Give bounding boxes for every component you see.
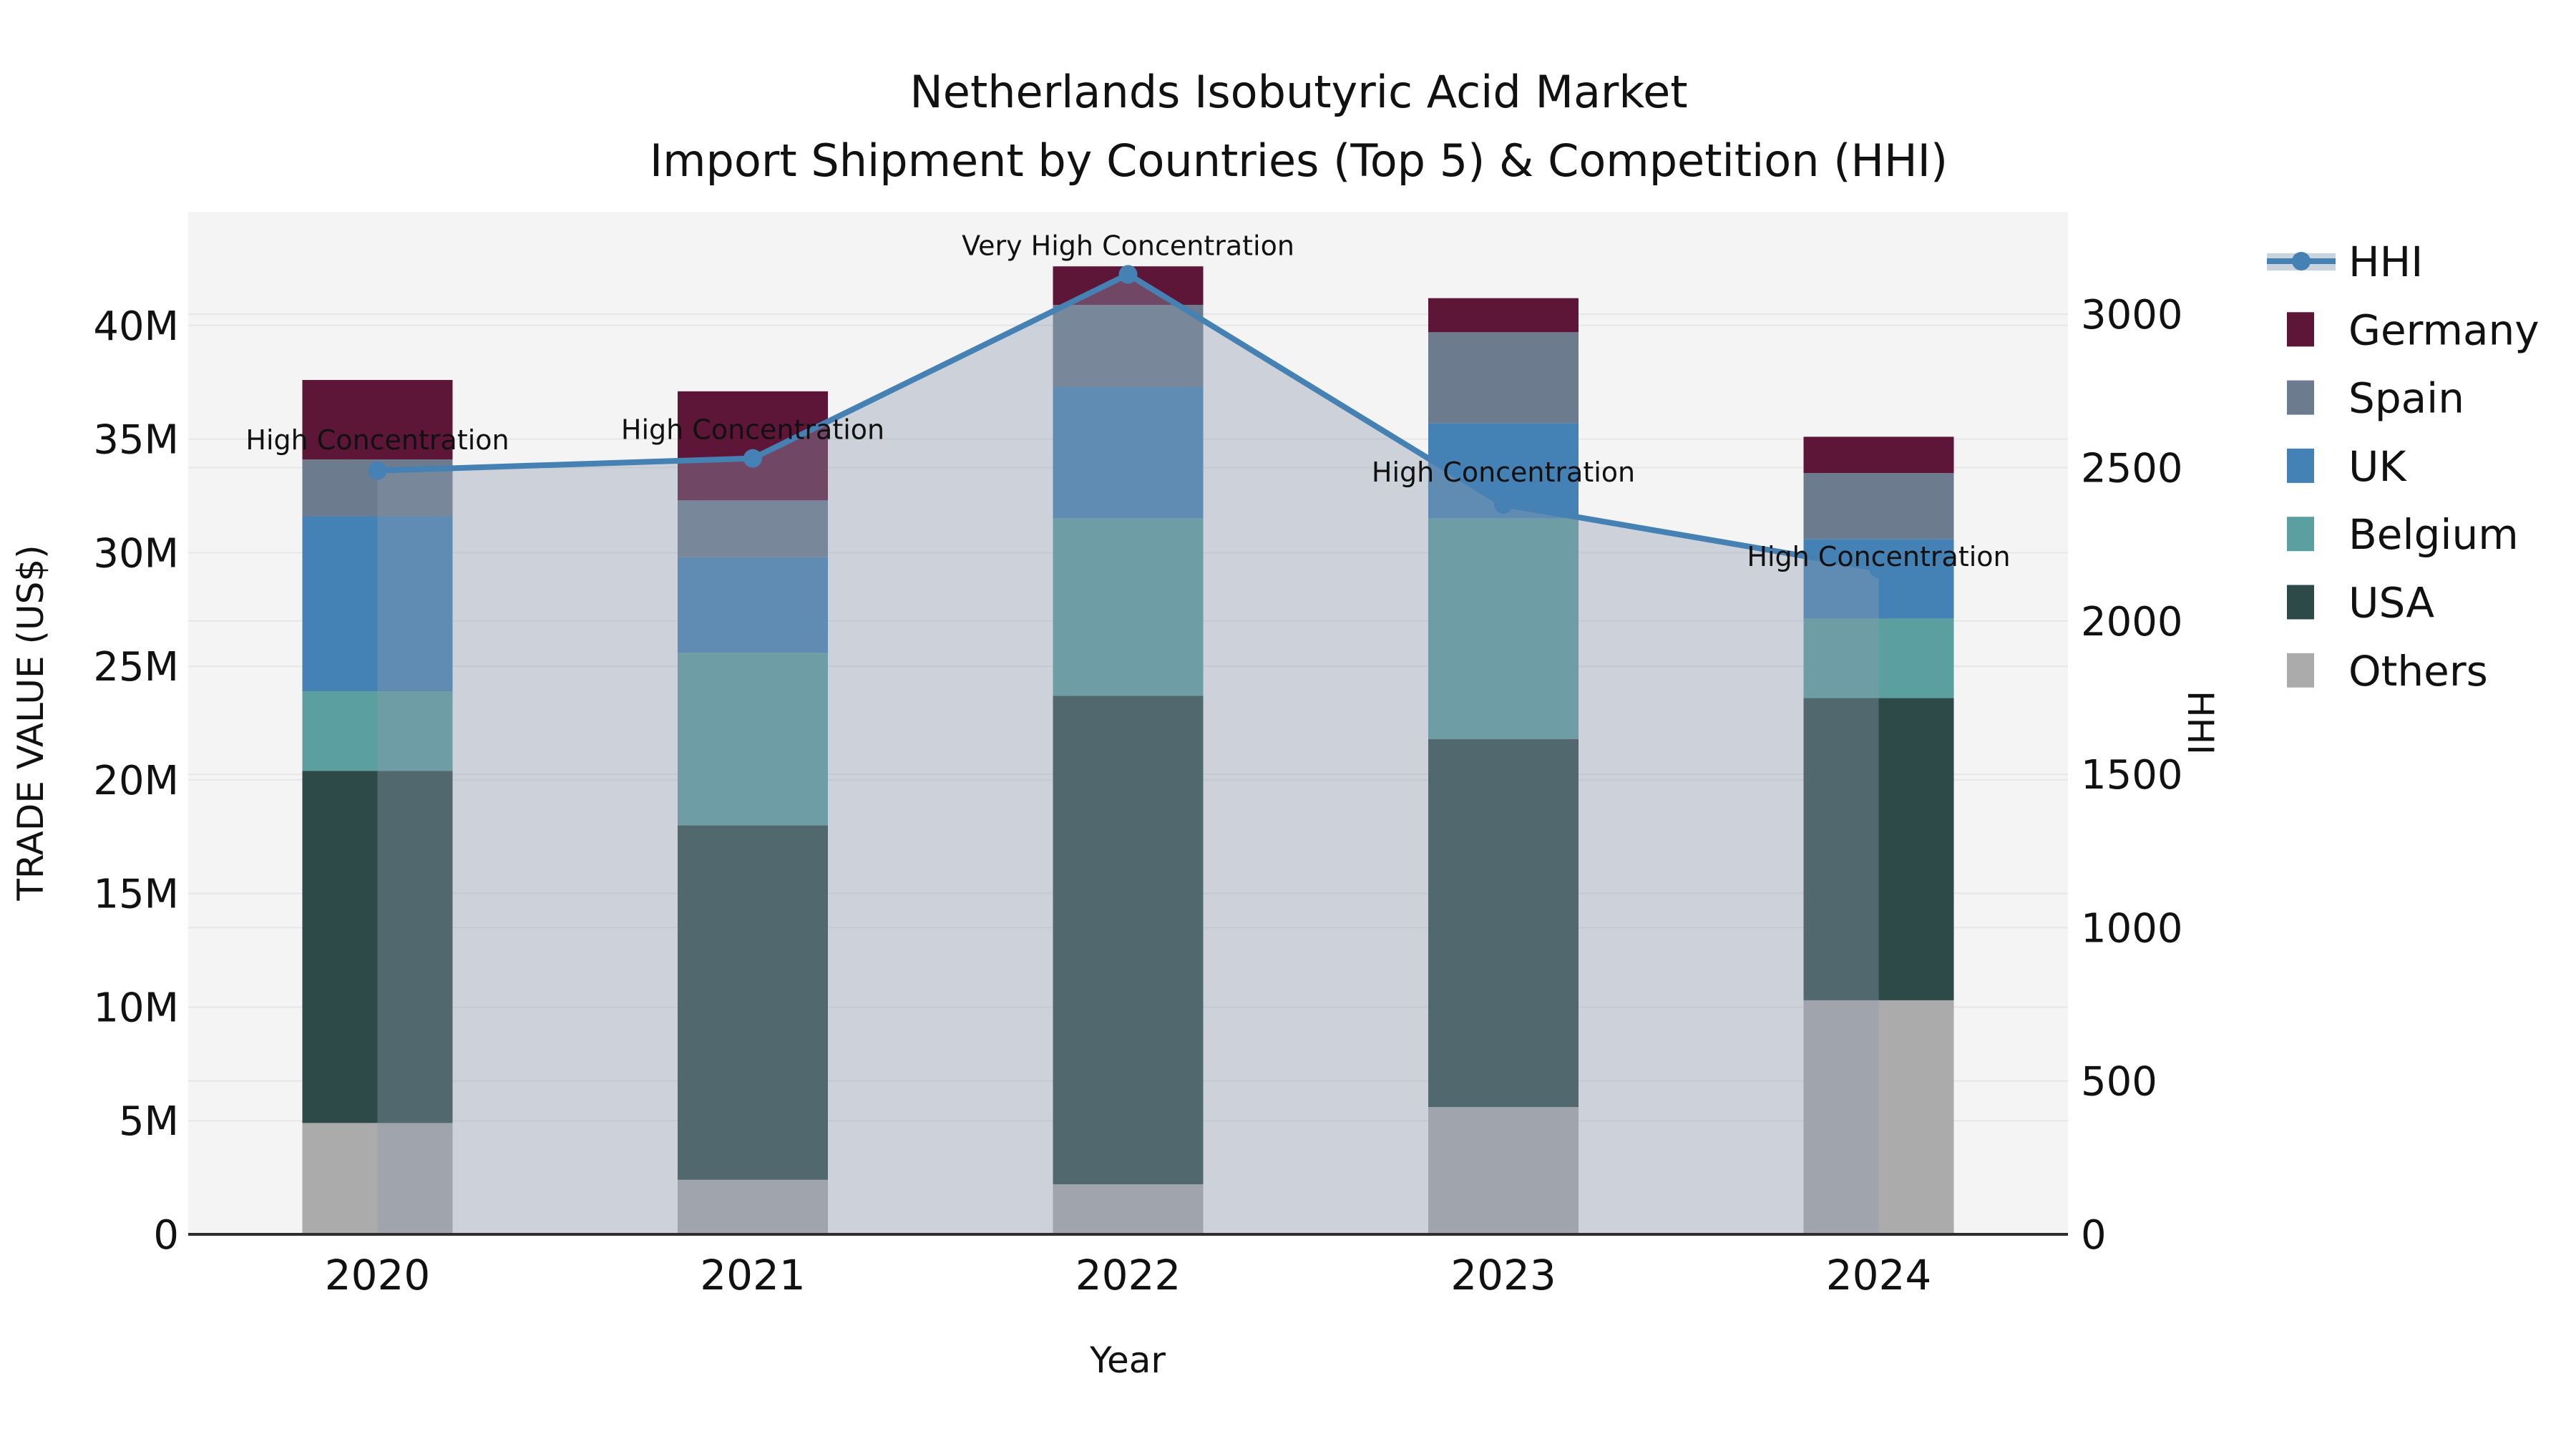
legend-item-germany: Germany xyxy=(2287,306,2540,354)
legend-item-spain: Spain xyxy=(2287,374,2464,423)
legend-label-spain: Spain xyxy=(2348,374,2464,423)
legend-color-swatch-usa xyxy=(2287,585,2314,620)
left-tick-label: 30M xyxy=(93,530,179,577)
bar-segment-germany-2023 xyxy=(1428,298,1579,333)
bar-segment-spain-2023 xyxy=(1428,332,1579,424)
hhi-annotation-2023: High Concentration xyxy=(1372,457,1635,488)
hhi-annotation-2024: High Concentration xyxy=(1747,541,2010,572)
left-tick-label: 5M xyxy=(119,1098,179,1145)
bar-segment-uk-2020 xyxy=(302,516,453,692)
legend-color-swatch-others xyxy=(2287,653,2314,688)
hhi-marker-2023 xyxy=(1494,494,1513,514)
right-tick-label: 2000 xyxy=(2081,599,2183,645)
legend-color-swatch-spain xyxy=(2287,380,2314,415)
right-tick-label: 1500 xyxy=(2081,752,2183,799)
hhi-marker-2021 xyxy=(743,449,762,468)
x-axis-title: Year xyxy=(1089,1340,1166,1381)
left-tick-label: 35M xyxy=(93,417,179,464)
legend-hhi-marker xyxy=(2292,252,2311,270)
bar-segment-others-2020 xyxy=(302,1123,453,1234)
hhi-annotation-2021: High Concentration xyxy=(621,414,884,446)
bar-segment-belgium-2020 xyxy=(302,691,453,771)
hhi-marker-2020 xyxy=(368,461,387,480)
bar-segment-usa-2021 xyxy=(678,825,828,1180)
y-axis-title-right: HHI xyxy=(2180,691,2221,755)
bar-segment-others-2023 xyxy=(1428,1107,1579,1234)
legend-color-swatch-uk xyxy=(2287,448,2314,483)
left-tick-label: 40M xyxy=(93,303,179,350)
legend-item-hhi: HHI xyxy=(2267,238,2423,286)
right-tick-label: 2500 xyxy=(2081,445,2183,492)
hhi-line-group xyxy=(368,265,1888,578)
right-tick-label: 500 xyxy=(2081,1059,2157,1106)
legend: HHI Germany Spain UK Belgium USA Others xyxy=(2267,238,2540,696)
x-tick-label-2023: 2023 xyxy=(1450,1251,1556,1299)
right-tick-label: 3000 xyxy=(2081,292,2183,338)
left-tick-label: 20M xyxy=(93,758,179,804)
bar-segment-germany-2024 xyxy=(1803,436,1954,474)
bar-segment-belgium-2024 xyxy=(1803,618,1954,698)
hhi-annotation-2022: Very High Concentration xyxy=(962,230,1294,261)
bar-segment-spain-2024 xyxy=(1803,473,1954,540)
legend-item-others: Others xyxy=(2287,647,2488,696)
bar-segment-germany-2021 xyxy=(678,391,828,501)
x-tick-label-2021: 2021 xyxy=(700,1251,806,1299)
bar-segment-germany-2020 xyxy=(302,379,453,460)
tick-labels-group: 0 5M 10M 15M 20M 25M 30M 35M 40M 0 500 1000 1500 2000… xyxy=(93,292,2182,1299)
x-tick-label-2020: 2020 xyxy=(325,1251,431,1299)
legend-item-usa: USA xyxy=(2287,579,2434,628)
legend-label-hhi: HHI xyxy=(2348,238,2423,286)
right-tick-label: 1000 xyxy=(2081,905,2183,952)
bar-segment-belgium-2023 xyxy=(1428,518,1579,739)
x-tick-label-2024: 2024 xyxy=(1826,1251,1932,1299)
bar-segment-usa-2020 xyxy=(302,771,453,1123)
left-tick-label: 10M xyxy=(93,985,179,1031)
hhi-annotation-2020: High Concentration xyxy=(245,424,509,456)
bar-segment-others-2021 xyxy=(678,1179,828,1234)
bar-segment-usa-2022 xyxy=(1053,696,1204,1185)
bar-segment-usa-2023 xyxy=(1428,738,1579,1108)
left-tick-label: 15M xyxy=(93,872,179,918)
x-tick-label-2022: 2022 xyxy=(1075,1251,1181,1299)
bar-segment-uk-2022 xyxy=(1053,386,1204,519)
bars-group xyxy=(302,266,1954,1234)
legend-label-germany: Germany xyxy=(2348,306,2540,354)
chart-title-line1: Netherlands Isobutyric Acid Market xyxy=(909,66,1687,118)
right-tick-label: 0 xyxy=(2081,1212,2107,1259)
legend-item-belgium: Belgium xyxy=(2287,510,2519,559)
bar-segment-others-2022 xyxy=(1053,1184,1204,1234)
bar-segment-belgium-2021 xyxy=(678,653,828,826)
legend-item-uk: UK xyxy=(2287,442,2407,491)
legend-label-others: Others xyxy=(2348,647,2488,696)
legend-color-swatch-belgium xyxy=(2287,517,2314,552)
bar-segment-uk-2024 xyxy=(1803,539,1954,619)
hhi-marker-2022 xyxy=(1118,265,1138,284)
bar-segment-spain-2021 xyxy=(678,500,828,557)
hhi-area-group xyxy=(377,274,1879,1235)
bar-segment-belgium-2022 xyxy=(1053,518,1204,696)
legend-label-belgium: Belgium xyxy=(2348,510,2519,559)
bar-segment-usa-2024 xyxy=(1803,698,1954,1000)
left-tick-label: 0 xyxy=(153,1212,179,1259)
left-tick-label: 25M xyxy=(93,644,179,691)
bar-segment-uk-2021 xyxy=(678,557,828,653)
hhi-area-fill xyxy=(377,274,1879,1235)
bar-segment-spain-2022 xyxy=(1053,305,1204,387)
legend-label-usa: USA xyxy=(2348,579,2434,628)
chart-title-line2: Import Shipment by Countries (Top 5) & C… xyxy=(650,135,1948,187)
legend-color-swatch-germany xyxy=(2287,312,2314,347)
bar-segment-others-2024 xyxy=(1803,1000,1954,1234)
legend-label-uk: UK xyxy=(2348,442,2407,491)
annotations-group: High Concentration High Concentration Very… xyxy=(245,230,2010,572)
y-axis-title-left: TRADE VALUE (US$) xyxy=(10,545,52,901)
hhi-marker-2024 xyxy=(1869,559,1888,578)
